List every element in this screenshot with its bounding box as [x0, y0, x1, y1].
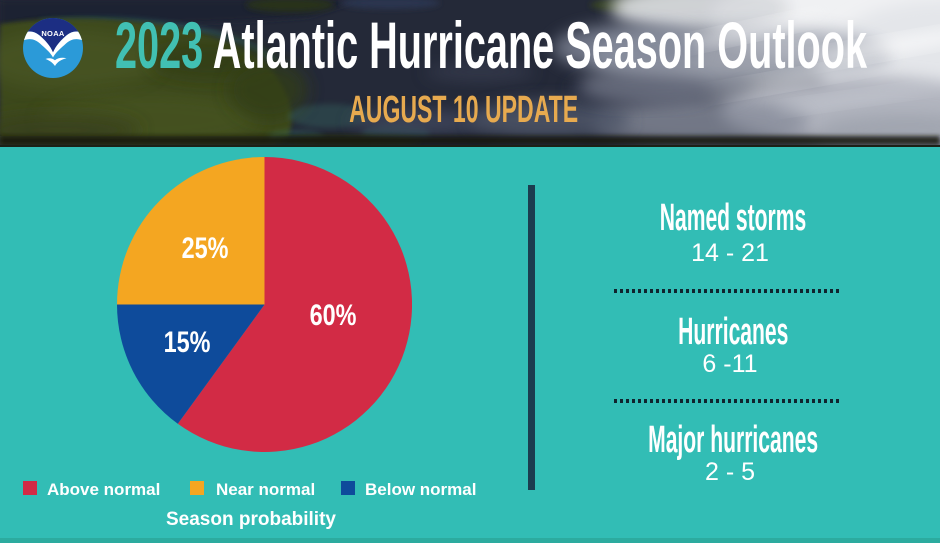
svg-text:NOAA: NOAA	[41, 29, 65, 38]
